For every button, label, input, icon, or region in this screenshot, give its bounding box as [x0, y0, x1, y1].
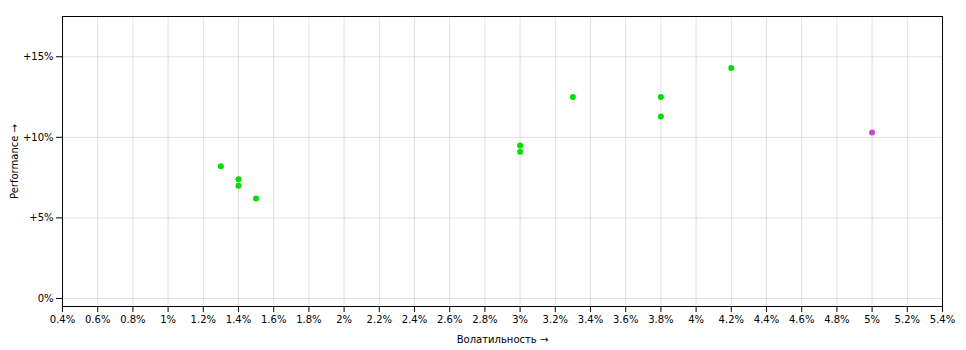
svg-text:Волатильность →: Волатильность →: [457, 334, 549, 345]
svg-text:0.8%: 0.8%: [120, 314, 145, 325]
svg-text:1%: 1%: [160, 314, 176, 325]
svg-text:2.4%: 2.4%: [402, 314, 427, 325]
svg-text:4.8%: 4.8%: [824, 314, 849, 325]
svg-text:0.4%: 0.4%: [50, 314, 75, 325]
svg-text:2.2%: 2.2%: [367, 314, 392, 325]
svg-text:4%: 4%: [688, 314, 704, 325]
svg-text:3.4%: 3.4%: [578, 314, 603, 325]
svg-text:Performance →: Performance →: [9, 124, 20, 199]
svg-text:3.8%: 3.8%: [648, 314, 673, 325]
svg-text:4.6%: 4.6%: [789, 314, 814, 325]
svg-text:4.2%: 4.2%: [719, 314, 744, 325]
svg-text:3%: 3%: [512, 314, 528, 325]
svg-text:2%: 2%: [336, 314, 352, 325]
svg-text:1.4%: 1.4%: [226, 314, 251, 325]
svg-text:3.2%: 3.2%: [543, 314, 568, 325]
svg-text:+10%: +10%: [23, 132, 54, 143]
svg-text:+15%: +15%: [23, 51, 54, 62]
svg-text:5.4%: 5.4%: [930, 314, 955, 325]
svg-text:+5%: +5%: [29, 212, 53, 223]
svg-text:1.6%: 1.6%: [261, 314, 286, 325]
svg-text:5.2%: 5.2%: [895, 314, 920, 325]
svg-text:0.6%: 0.6%: [85, 314, 110, 325]
svg-text:3.6%: 3.6%: [613, 314, 638, 325]
svg-text:2.6%: 2.6%: [437, 314, 462, 325]
svg-text:0%: 0%: [38, 293, 54, 304]
svg-text:1.2%: 1.2%: [191, 314, 216, 325]
svg-text:2.8%: 2.8%: [472, 314, 497, 325]
svg-text:4.4%: 4.4%: [754, 314, 779, 325]
svg-text:1.8%: 1.8%: [296, 314, 321, 325]
svg-text:5%: 5%: [864, 314, 880, 325]
